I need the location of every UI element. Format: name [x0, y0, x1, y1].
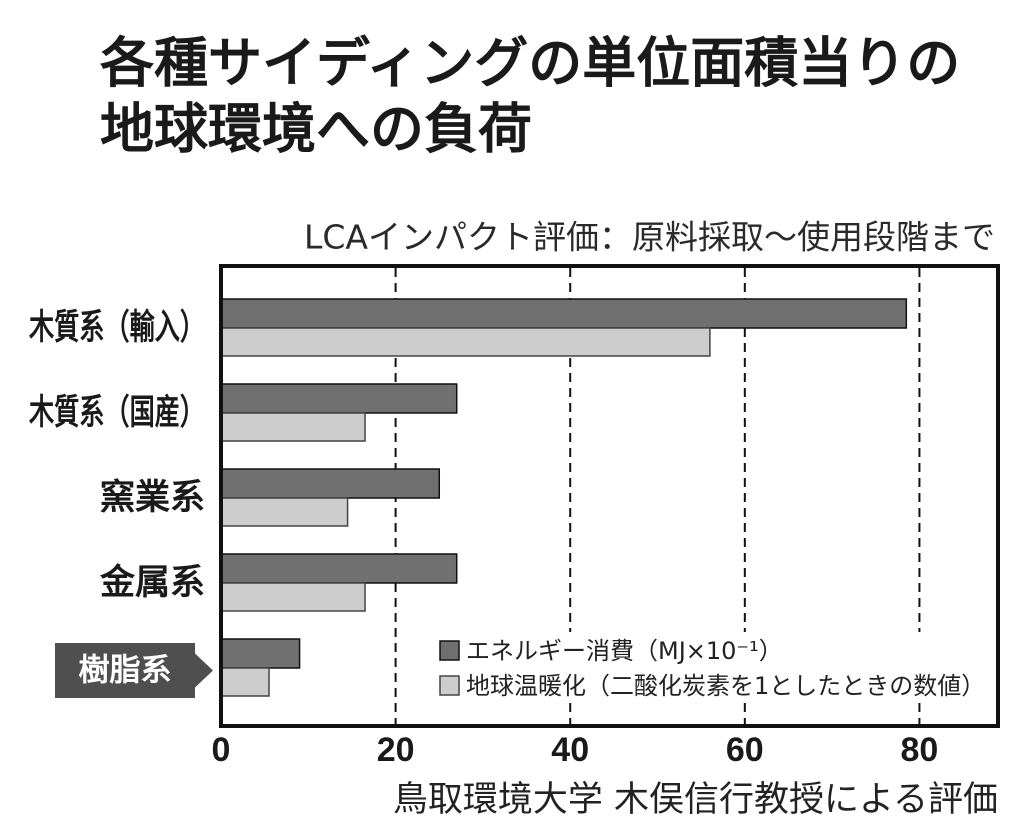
- bar-global-warming-2: [220, 412, 366, 442]
- bar-energy-3: [220, 468, 441, 499]
- chart-title-line-2: 地球環境への負荷: [100, 98, 532, 161]
- x-tick-label-40: 40: [551, 731, 589, 769]
- bar-global-warming-4: [220, 582, 366, 612]
- chart-title-line-1: 各種サイディングの単位面積当りの: [100, 32, 960, 95]
- bar-global-warming-3: [220, 497, 349, 527]
- highlight-arrow-icon: [195, 653, 213, 688]
- bars: [220, 298, 908, 697]
- legend-label-global-warming: 地球温暖化（二酸化炭素を1としたときの数値）: [466, 672, 985, 700]
- legend-swatch-global-warming: [439, 675, 460, 696]
- highlight-label-box: [55, 643, 195, 698]
- x-tick-label-0: 0: [212, 731, 231, 769]
- category-label-2: 木質系（国産）: [29, 393, 205, 433]
- legend-swatch-energy: [439, 640, 460, 661]
- bar-energy-2: [220, 383, 458, 414]
- bar-energy-4: [220, 553, 458, 584]
- x-axis-tick-labels: 0 20 40 60 80: [212, 731, 939, 769]
- category-label-1: 木質系（輸入）: [29, 308, 205, 348]
- chart-subtitle: LCAインパクト評価：原料採取～使用段階まで: [304, 218, 995, 257]
- x-tick-label-20: 20: [377, 731, 415, 769]
- plot-frame: [219, 264, 1000, 728]
- bar-global-warming-5: [220, 667, 270, 697]
- x-tick-label-60: 60: [726, 731, 764, 769]
- credit-line: 鳥取環境大学 木俣信行教授による評価: [393, 780, 998, 820]
- bar-energy-5: [220, 638, 301, 669]
- category-label-4: 金属系: [99, 562, 205, 603]
- category-label-3: 窯業系: [100, 478, 205, 518]
- legend-label-energy: エネルギー消費（MJ×10⁻¹）: [466, 637, 783, 665]
- bar-global-warming-1: [220, 327, 711, 357]
- legend: エネルギー消費（MJ×10⁻¹） 地球温暖化（二酸化炭素を1としたときの数値）: [432, 632, 994, 702]
- category-label-5: 樹脂系: [79, 653, 172, 689]
- legend-background: [432, 632, 994, 702]
- x-tick-label-80: 80: [901, 731, 939, 769]
- bar-energy-1: [220, 298, 908, 329]
